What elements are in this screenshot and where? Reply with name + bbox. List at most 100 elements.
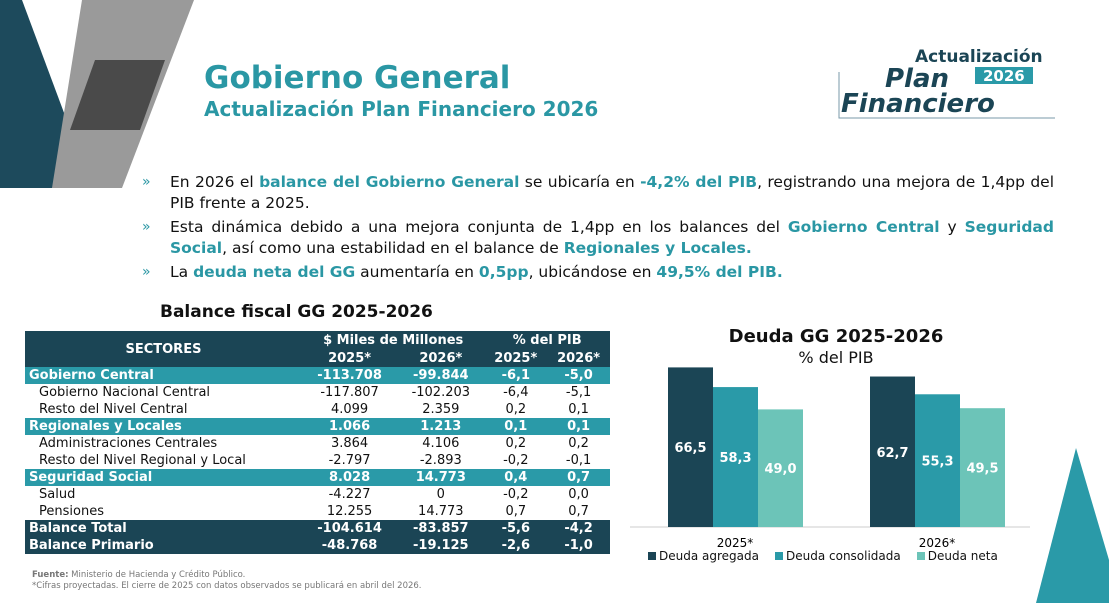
legend-label: Deuda consolidada — [785, 549, 901, 563]
legend-swatch — [648, 552, 656, 560]
cell-value: 0,2 — [505, 402, 527, 417]
highlight-text: balance del Gobierno General — [259, 173, 520, 191]
chart-title: Deuda GG 2025-2026 — [728, 326, 944, 347]
header-year: 2025* — [484, 349, 548, 367]
data-label: 66,5 — [674, 441, 706, 456]
table-row: Gobierno Central -113.708 -99.844 -6,1 -5,0 — [25, 367, 610, 384]
text: se ubicaría en — [519, 173, 641, 191]
cell-value: 0,4 — [484, 469, 548, 486]
text: , registrando una mejora de 1,4pp del PI… — [170, 173, 1054, 212]
svg-text:2026: 2026 — [983, 67, 1025, 85]
cell-value: 4.106 — [422, 436, 460, 451]
cell-value: 1.066 — [301, 418, 398, 435]
cell-value: -5,0 — [547, 367, 610, 384]
chevron-bullet-icon: » — [142, 264, 151, 280]
cell-value: 0,1 — [484, 418, 548, 435]
cell-value: 1.213 — [397, 418, 485, 435]
cell-value: 8.028 — [301, 469, 398, 486]
cell-sector: Administraciones Centrales — [39, 436, 218, 451]
cell-value: -117.807 — [320, 385, 379, 400]
bullet-item: » La deuda neta del GG aumentaría en 0,5p… — [142, 262, 1054, 283]
table-row: Balance Total -104.614 -83.857 -5,6 -4,2 — [25, 520, 610, 537]
highlight-text: Seguridad Social — [170, 218, 1054, 257]
legend-item: Deuda agregada — [648, 549, 759, 563]
text: Esta dinámica debido a una mejora conjun… — [170, 218, 788, 236]
cell-value: 2.359 — [422, 402, 460, 417]
cell-value: -2,6 — [484, 537, 548, 554]
text: aumentaría en — [355, 263, 479, 281]
footer-notes: Fuente: Ministerio de Hacienda y Crédito… — [32, 570, 422, 592]
bar-deuda-consolidada — [915, 394, 960, 527]
table-row: Resto del Nivel Central 4.099 2.359 0,2 0,1 — [25, 401, 610, 418]
svg-text:Plan: Plan — [885, 64, 949, 94]
plan-financiero-logo: Actualización Plan 2026 Financiero — [838, 47, 1055, 119]
cell-value: -99.844 — [397, 367, 485, 384]
cell-sector: Gobierno Nacional Central — [39, 385, 211, 400]
svg-text:Actualización: Actualización — [915, 47, 1043, 67]
data-label: 49,0 — [764, 462, 796, 477]
cell-value: 0,1 — [568, 402, 589, 417]
header-pib: % del PIB — [484, 331, 610, 349]
bar-deuda-agregada — [668, 367, 713, 527]
header-miles: $ Miles de Millones — [301, 331, 485, 349]
cell-value: 14.773 — [418, 504, 464, 519]
data-label: 62,7 — [876, 446, 908, 461]
bar-deuda-consolidada — [713, 387, 758, 527]
cell-value: 0,2 — [505, 436, 527, 451]
chevron-bullet-icon: » — [142, 219, 151, 235]
source-text: Ministerio de Hacienda y Crédito Público… — [68, 570, 246, 580]
cell-sector: Seguridad Social — [25, 469, 302, 486]
table-row: Resto del Nivel Regional y Local -2.797 -2… — [25, 452, 610, 469]
cell-value: 0,2 — [568, 436, 589, 451]
projection-note: *Cifras proyectadas. El cierre de 2025 c… — [32, 581, 422, 591]
cell-value: 0,0 — [568, 487, 589, 502]
cell-value: 14.773 — [397, 469, 485, 486]
bullet-text: Esta dinámica debido a una mejora conjun… — [170, 217, 1054, 259]
cell-value: 0,7 — [505, 504, 527, 519]
legend-swatch — [916, 552, 925, 560]
cell-sector: Pensiones — [39, 504, 104, 519]
cell-value: -83.857 — [397, 520, 485, 537]
source-label: Fuente: — [32, 570, 69, 580]
chart-legend: Deuda agregada Deuda consolidada Deuda net… — [648, 549, 998, 563]
legend-swatch — [774, 552, 783, 560]
bar-deuda-agregada — [870, 376, 915, 527]
highlight-text: 0,5pp — [478, 263, 529, 281]
cell-value: -0,1 — [565, 453, 592, 468]
legend-item: Deuda neta — [916, 549, 998, 563]
cell-value: -48.768 — [301, 537, 398, 554]
table-row: Regionales y Locales 1.066 1.213 0,1 0,1 — [25, 418, 610, 435]
highlight-text: 49,5% del PIB. — [656, 263, 783, 281]
cell-sector: Regionales y Locales — [25, 418, 302, 435]
svg-text:Financiero: Financiero — [841, 89, 995, 119]
cell-sector: Resto del Nivel Central — [39, 402, 188, 417]
header-year: 2026* — [547, 349, 610, 367]
table-row: Seguridad Social 8.028 14.773 0,4 0,7 — [25, 469, 610, 486]
cell-value: -5,1 — [565, 385, 592, 400]
text: y — [939, 218, 965, 236]
laptop-keyboard — [70, 60, 165, 130]
header-sectores: SECTORES — [25, 331, 302, 367]
cell-sector: Resto del Nivel Regional y Local — [39, 453, 246, 468]
x-tick-label: 2026* — [919, 536, 956, 550]
cell-value: 4.099 — [330, 402, 369, 417]
text: La — [170, 263, 194, 281]
cell-sector: Balance Primario — [25, 537, 302, 554]
cell-value: -104.614 — [301, 520, 398, 537]
cell-value: 12.255 — [326, 504, 373, 519]
cell-value: -5,6 — [484, 520, 548, 537]
cell-value: 0 — [436, 487, 445, 502]
bar-deuda-neta — [758, 409, 803, 527]
legend-label: Deuda agregada — [659, 549, 759, 563]
deuda-bar-chart: 66,5 58,3 49,0 2025* 62,7 55,3 49,5 2026* — [630, 367, 1030, 550]
cell-value: -2.797 — [328, 453, 371, 468]
cell-value: -113.708 — [301, 367, 398, 384]
teal-shape-right — [1036, 448, 1109, 603]
cell-value: -6,1 — [484, 367, 548, 384]
x-tick-label: 2025* — [717, 536, 754, 550]
cell-value: -6,4 — [503, 385, 529, 400]
legend-label: Deuda neta — [927, 549, 998, 563]
cell-sector: Balance Total — [25, 520, 302, 537]
summary-bullets: » En 2026 el balance del Gobierno General… — [142, 172, 1054, 286]
header-year: 2026* — [397, 349, 485, 367]
